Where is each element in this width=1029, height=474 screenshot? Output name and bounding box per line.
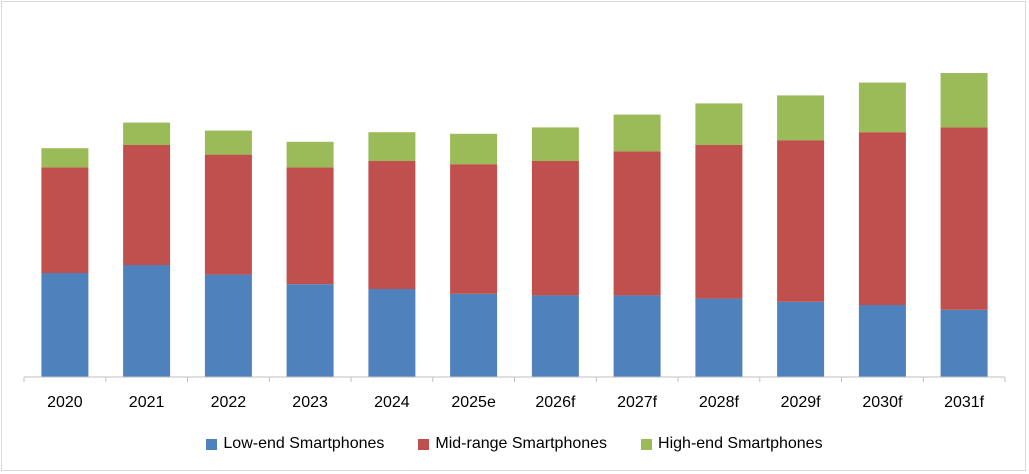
x-tick-label: 2031f: [944, 394, 985, 411]
legend-label: High-end Smartphones: [658, 435, 823, 452]
bar-high-end-smartphones-2027f: [613, 114, 661, 152]
x-tick-label: 2025e: [451, 394, 496, 411]
legend-item: Low-end Smartphones: [206, 435, 384, 453]
bar-low-end-smartphones-2025e: [450, 293, 498, 377]
bar-low-end-smartphones-2031f: [940, 309, 988, 377]
bar-high-end-smartphones-2024: [368, 132, 416, 161]
bar-mid-range-smartphones-2030f: [858, 132, 906, 305]
bar-low-end-smartphones-2021: [123, 265, 171, 377]
legend-swatch: [418, 438, 430, 450]
legend-swatch: [641, 438, 653, 450]
x-axis-ticks: [23, 377, 1006, 382]
bar-mid-range-smartphones-2029f: [777, 140, 825, 302]
bar-mid-range-smartphones-2024: [368, 161, 416, 289]
bar-mid-range-smartphones-2020: [41, 167, 89, 273]
bar-low-end-smartphones-2022: [204, 274, 252, 377]
bar-low-end-smartphones-2020: [41, 273, 89, 377]
bar-high-end-smartphones-2021: [123, 122, 171, 145]
bar-high-end-smartphones-2026f: [531, 127, 579, 161]
bar-low-end-smartphones-2030f: [858, 305, 906, 377]
legend: Low-end Smartphones Mid-range Smartphones…: [0, 432, 1029, 456]
x-tick-label: 2028f: [699, 394, 740, 411]
bar-low-end-smartphones-2023: [286, 284, 334, 377]
x-axis-tick-labels: 2020 2021 2022 2023 2024 2025e 2026f 2027f 2028f…: [47, 394, 985, 411]
legend-label: Mid-range Smartphones: [435, 435, 608, 452]
bar-high-end-smartphones-2022: [204, 130, 252, 155]
bar-low-end-smartphones-2028f: [695, 298, 743, 377]
bar-low-end-smartphones-2027f: [613, 295, 661, 377]
bar-mid-range-smartphones-2022: [204, 154, 252, 275]
bar-low-end-smartphones-2029f: [777, 301, 825, 377]
legend-label: Low-end Smartphones: [223, 435, 385, 452]
bar-high-end-smartphones-2023: [286, 141, 334, 168]
x-tick-label: 2027f: [617, 394, 658, 411]
x-tick-label: 2026f: [535, 394, 576, 411]
x-tick-label: 2023: [292, 394, 328, 411]
legend-item: High-end Smartphones: [641, 435, 823, 453]
x-tick-label: 2022: [211, 394, 247, 411]
bar-mid-range-smartphones-2025e: [450, 164, 498, 294]
bar-mid-range-smartphones-2031f: [940, 127, 988, 310]
bar-low-end-smartphones-2024: [368, 289, 416, 377]
legend-swatch: [206, 438, 218, 450]
bar-mid-range-smartphones-2027f: [613, 151, 661, 296]
x-tick-label: 2029f: [781, 394, 822, 411]
bar-mid-range-smartphones-2023: [286, 167, 334, 285]
bar-mid-range-smartphones-2026f: [531, 161, 579, 296]
bars-layer: [41, 73, 988, 377]
bar-high-end-smartphones-2025e: [450, 133, 498, 165]
bar-high-end-smartphones-2020: [41, 148, 89, 168]
bar-high-end-smartphones-2029f: [777, 95, 825, 141]
x-tick-label: 2024: [374, 394, 410, 411]
bar-high-end-smartphones-2028f: [695, 103, 743, 145]
legend-item: Mid-range Smartphones: [418, 435, 607, 453]
x-tick-label: 2030f: [862, 394, 903, 411]
x-tick-label: 2020: [47, 394, 83, 411]
x-tick-label: 2021: [129, 394, 165, 411]
bar-high-end-smartphones-2030f: [858, 82, 906, 133]
bar-high-end-smartphones-2031f: [940, 73, 988, 128]
bar-low-end-smartphones-2026f: [531, 295, 579, 377]
bar-mid-range-smartphones-2028f: [695, 145, 743, 299]
bar-mid-range-smartphones-2021: [123, 145, 171, 265]
